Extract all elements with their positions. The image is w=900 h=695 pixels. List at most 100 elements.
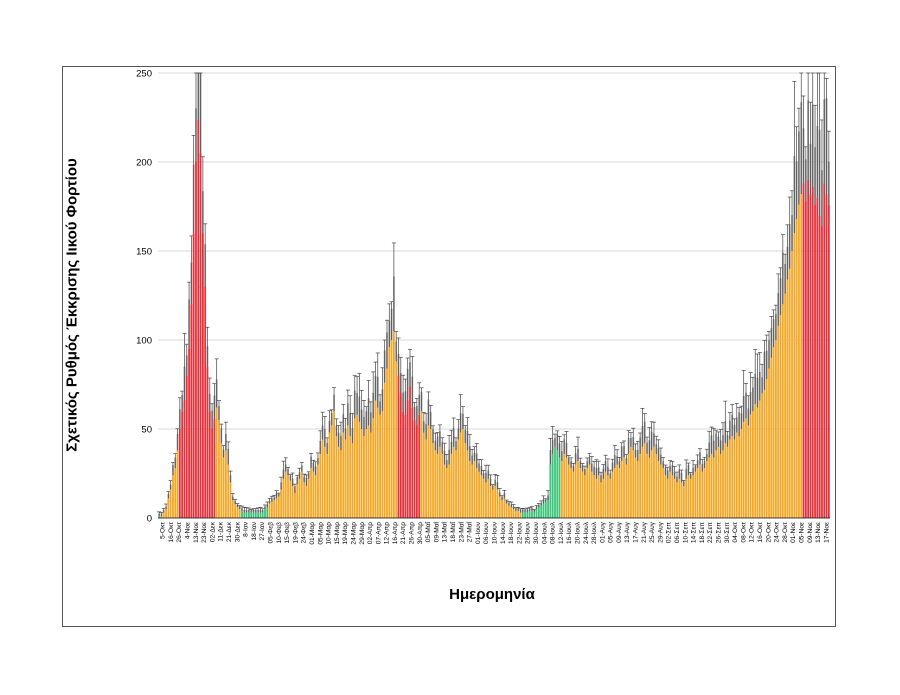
bar [754, 404, 757, 518]
x-tick-label: 23-Νοε [201, 522, 208, 543]
bar [535, 509, 538, 518]
x-tick-label: 02-Απρ [367, 522, 374, 544]
x-tick-label: 16-Οκτ [757, 522, 764, 543]
bar [211, 429, 213, 518]
x-tick-label: 27-Μαΐ [466, 521, 474, 542]
bar [494, 485, 497, 518]
bar [786, 279, 789, 518]
bar [298, 478, 301, 518]
bar [220, 443, 223, 518]
bar [791, 251, 793, 518]
bar [632, 450, 635, 518]
x-tick-label: 12-Οκτ [749, 522, 756, 543]
bar [701, 471, 704, 518]
x-tick-label: 13-Μαΐ [441, 521, 449, 542]
bar [183, 400, 186, 518]
bar [630, 446, 632, 518]
bar [648, 457, 651, 518]
bar [609, 478, 612, 518]
bar [531, 510, 533, 518]
bar [584, 475, 586, 518]
bar [468, 461, 471, 518]
bar [590, 471, 593, 518]
bar [540, 505, 543, 518]
bar [195, 162, 197, 518]
bar [623, 457, 625, 518]
bar [185, 375, 188, 518]
bar [554, 446, 556, 518]
bar [358, 421, 361, 518]
bar [277, 496, 280, 518]
bar [307, 478, 310, 518]
bar [768, 368, 770, 518]
bar [775, 340, 777, 518]
bar [261, 512, 264, 518]
bar [369, 432, 372, 518]
x-tick-label: 28-Οκτ [782, 522, 789, 543]
bar [416, 425, 418, 518]
bar [682, 485, 685, 518]
bar [662, 468, 665, 518]
bar [165, 509, 167, 518]
bar [406, 400, 409, 518]
x-tick-label: 20-Οκτ [765, 522, 772, 543]
bar [443, 464, 446, 518]
bar [643, 443, 646, 518]
bar [581, 471, 584, 518]
x-tick-label: 05-Φεβ [268, 522, 275, 544]
bar [319, 453, 322, 518]
bar [296, 484, 299, 518]
x-tick-label: 09-Νοε [807, 522, 814, 543]
bar [821, 226, 823, 518]
bar [809, 194, 812, 519]
bar [273, 500, 276, 518]
x-tick-label: 21-Δεκ [226, 521, 233, 542]
bar [236, 507, 239, 518]
bar [365, 429, 368, 518]
bar [611, 471, 614, 518]
bar [457, 439, 460, 518]
bar [742, 421, 745, 518]
bar [363, 436, 365, 518]
bar [439, 446, 441, 518]
bar [201, 233, 204, 518]
bar [231, 500, 234, 518]
x-tick-label: 02-Σεπ [666, 522, 673, 544]
bar [294, 493, 296, 518]
bar [337, 446, 340, 518]
bar [397, 375, 400, 518]
bar [450, 453, 453, 518]
bar [604, 471, 607, 518]
bar [793, 233, 796, 518]
x-tick-label: 19-Φεβ [292, 522, 299, 544]
x-tick-label: 17-Αυγ [633, 521, 640, 543]
x-tick-label: 24-Μαρ [350, 522, 357, 545]
x-tick-label: 04-Ιουλ [541, 521, 548, 544]
x-tick-label: 12-Απρ [384, 522, 391, 544]
x-tick-label: 01-Νοε [790, 522, 797, 543]
bar [567, 464, 570, 518]
bar [680, 482, 683, 518]
x-tick-label: 26-Σεπ [716, 522, 723, 544]
bar [533, 512, 536, 518]
bar [427, 425, 430, 518]
bar [353, 418, 356, 518]
x-tick-label: 01-Αυγ [599, 521, 606, 543]
bar [399, 393, 402, 518]
x-tick-label: 16-Ιουλ [566, 521, 573, 544]
bar [586, 468, 589, 518]
bar [673, 478, 676, 518]
bar [222, 457, 225, 518]
bar [650, 450, 653, 518]
bar [607, 475, 609, 518]
x-tick-label: 13-Νοε [815, 522, 822, 543]
bar [197, 119, 200, 518]
x-tick-label: 05-Νοε [798, 522, 805, 543]
bar [560, 461, 563, 518]
bar [181, 411, 184, 518]
bar [224, 450, 227, 518]
bar [192, 233, 195, 518]
bar [445, 468, 448, 518]
x-tick-label: 30-Απρ [417, 522, 424, 544]
